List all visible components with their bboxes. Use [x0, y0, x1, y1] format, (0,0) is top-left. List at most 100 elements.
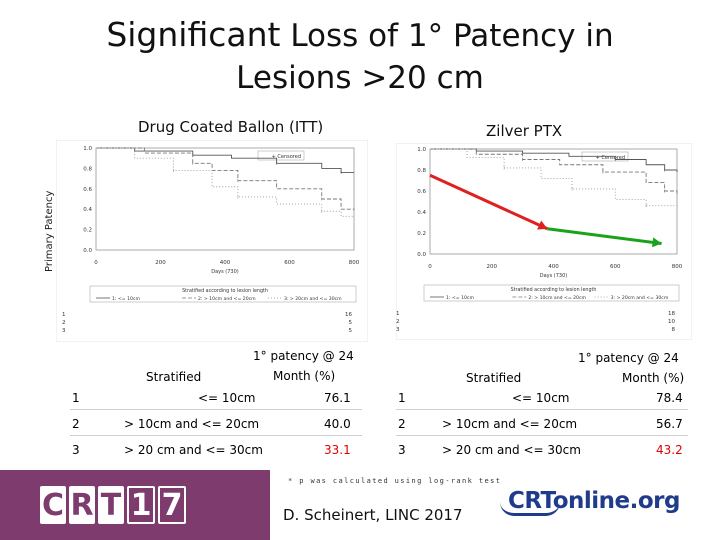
crt17-logo: C R T 1 7	[40, 486, 186, 524]
table-header-patency-1: 1° patency @ 24	[253, 349, 354, 363]
logo-letter: R	[69, 486, 95, 524]
strata-legend	[89, 285, 357, 303]
annotation-arrowhead	[537, 220, 548, 230]
legend-label: + Censored	[596, 155, 625, 161]
legend-label: + Censored	[272, 154, 301, 160]
dcb-patency-table: 1° patency @ 24 Month (%) Stratified 1 <…	[70, 345, 362, 467]
x-tick-label: 200	[487, 264, 498, 270]
credit-text: D. Scheinert, LINC 2017	[283, 506, 463, 524]
zilver-panel-title: Zilver PTX	[486, 122, 563, 140]
y-tick-label: 0.4	[83, 207, 92, 213]
x-tick-label: 800	[349, 260, 360, 266]
table-row-3-value: 33.1	[324, 443, 351, 457]
y-tick-label: 0.6	[417, 189, 426, 195]
x-tick-label: 400	[548, 264, 559, 270]
table-row-2-value: 56.7	[656, 417, 683, 431]
table-header-patency-1: 1° patency @ 24	[578, 351, 679, 365]
table-row-3-num: 3	[398, 443, 406, 457]
table-row-1-num: 1	[72, 391, 80, 405]
strata-title: Stratified according to lesion length	[182, 288, 268, 294]
x-tick-label: 600	[284, 260, 295, 266]
dcb-panel-title: Drug Coated Ballon (ITT)	[138, 118, 324, 136]
table-divider	[396, 435, 688, 436]
annotation-arrowhead	[651, 237, 662, 248]
table-row-1-value: 78.4	[656, 391, 683, 405]
table-divider	[396, 409, 688, 410]
table-row-3-num: 3	[72, 443, 80, 457]
x-tick-label: 800	[672, 264, 683, 270]
y-tick-label: 0.2	[417, 231, 426, 237]
table-header-stratified: Stratified	[146, 370, 202, 384]
logo-letter: 7	[158, 486, 186, 524]
crtonline-logo: CRTonline.org	[500, 488, 680, 516]
y-axis-label: Primary Patency	[44, 190, 55, 272]
strata-label: 1: <= 10cm	[112, 296, 140, 302]
risk-row-label: 1	[62, 312, 66, 318]
logo-letter: T	[98, 486, 124, 524]
series-line-2	[430, 148, 678, 195]
logo-letter: 1	[127, 486, 155, 524]
series-line-3	[430, 148, 678, 209]
table-header-patency-2: Month (%)	[273, 369, 336, 383]
plot-area	[95, 147, 355, 251]
y-tick-label: 0.0	[83, 248, 92, 254]
strata-label: 3: > 20cm and <= 30cm	[284, 296, 342, 302]
table-divider	[70, 409, 362, 410]
table-row-2-num: 2	[398, 417, 406, 431]
footnote: * p was calculated using log-rank test	[288, 477, 502, 485]
x-tick-label: 0	[428, 264, 432, 270]
risk-row-last: 5	[349, 328, 353, 334]
annotation-arrow-1	[429, 173, 548, 231]
strata-title: Stratified according to lesion length	[511, 287, 597, 293]
table-row-2-range: > 10cm and <= 20cm	[124, 417, 260, 431]
table-row-3-value: 43.2	[656, 443, 683, 457]
risk-row-label: 2	[62, 320, 66, 326]
risk-row-label: 1	[396, 311, 400, 317]
risk-row-last: 10	[668, 319, 675, 325]
title-rest: Loss of 1° Patency in	[290, 18, 614, 54]
x-tick-label: 400	[220, 260, 231, 266]
y-tick-label: 0.4	[417, 210, 426, 216]
dcb-km-chart: 0.0 0.2 0.4 0.6 0.8 1.0 0 200 400 600 800 Days (730…	[56, 140, 368, 342]
legend-box	[257, 150, 305, 161]
series-line-2	[96, 147, 354, 210]
y-tick-label: 0.8	[417, 168, 426, 174]
logo-letter: C	[40, 486, 66, 524]
title-line-2: Lesions >20 cm	[236, 60, 484, 96]
table-row-1-range: <= 10cm	[198, 391, 256, 405]
risk-row-label: 2	[396, 319, 400, 325]
x-axis-label: Days (730)	[211, 269, 239, 275]
risk-row-label: 3	[396, 327, 400, 333]
strata-label: 2: > 10cm and <= 20cm	[528, 295, 586, 301]
annotation-arrow-2	[547, 227, 662, 245]
title-line-1: Significant Loss of 1° Patency in	[0, 14, 720, 57]
table-row-1-value: 76.1	[324, 391, 351, 405]
table-divider	[70, 435, 362, 436]
table-row-3-range: > 20 cm and <= 30cm	[442, 443, 581, 457]
logo-swoosh	[500, 502, 560, 516]
table-header-stratified: Stratified	[466, 371, 522, 385]
x-tick-label: 600	[610, 264, 621, 270]
risk-row-last: 5	[349, 320, 353, 326]
table-row-3-range: > 20 cm and <= 30cm	[124, 443, 263, 457]
strata-label: 1: <= 10cm	[446, 295, 474, 301]
strata-label: 2: > 10cm and <= 20cm	[198, 296, 256, 302]
table-row-2-value: 40.0	[324, 417, 351, 431]
strata-label: 3: > 20cm and <= 30cm	[611, 295, 669, 301]
table-header-patency-2: Month (%)	[622, 371, 685, 385]
x-tick-label: 0	[94, 260, 98, 266]
table-row-1-num: 1	[398, 391, 406, 405]
risk-row-last: 16	[345, 312, 352, 318]
table-row-2-num: 2	[72, 417, 80, 431]
y-tick-label: 0.6	[83, 187, 92, 193]
y-tick-label: 0.8	[83, 166, 92, 172]
table-row-2-range: > 10cm and <= 20cm	[442, 417, 578, 431]
y-tick-label: 0.2	[83, 228, 92, 234]
slide-title: Significant Loss of 1° Patency in Lesion…	[0, 14, 720, 99]
risk-row-label: 3	[62, 328, 66, 334]
series-line-1	[430, 148, 678, 173]
y-tick-label: 1.0	[417, 147, 426, 153]
risk-row-last: 18	[668, 311, 675, 317]
zilver-patency-table: 1° patency @ 24 Month (%) Stratified 1 <…	[396, 345, 688, 467]
plot-area	[429, 148, 678, 255]
